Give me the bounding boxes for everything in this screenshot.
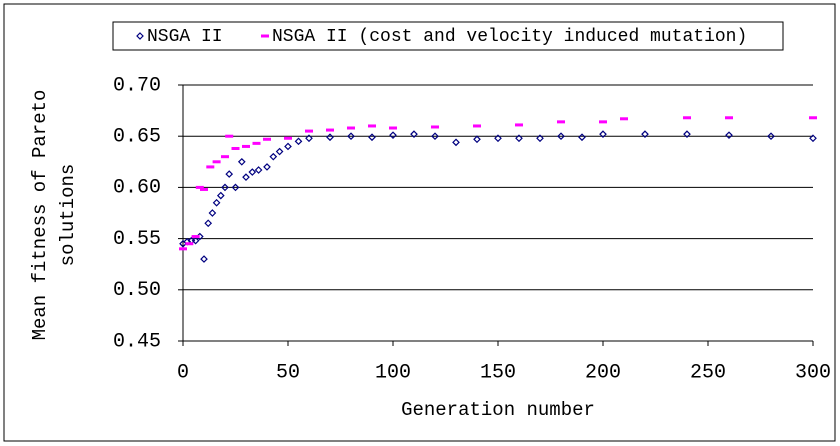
point (200, 187, 208, 191)
point (284, 136, 292, 140)
point (231, 146, 240, 150)
point (179, 247, 187, 251)
y-axis-label: Mean fitness of Pareto (29, 90, 51, 341)
point (683, 130, 691, 139)
point (578, 133, 586, 142)
point (294, 137, 303, 146)
point (263, 163, 271, 171)
point (557, 120, 565, 124)
point (195, 185, 204, 189)
x-tick-label: 100 (375, 361, 411, 384)
point (221, 183, 229, 192)
y-tick-label: 0.60 (113, 177, 161, 200)
y-axis-label: solutions (57, 164, 79, 267)
y-tick-label: 0.70 (113, 74, 161, 97)
point (326, 128, 334, 132)
point (389, 131, 397, 140)
point (620, 117, 628, 121)
point (254, 166, 263, 174)
x-tick-label: 300 (795, 361, 831, 384)
point (231, 183, 240, 192)
point (263, 137, 271, 141)
point (212, 160, 221, 164)
point (536, 134, 544, 143)
point (494, 134, 502, 143)
x-tick-label: 50 (276, 361, 300, 384)
point (473, 124, 481, 128)
point (208, 209, 217, 217)
point (368, 133, 376, 142)
point (347, 132, 355, 141)
point (452, 138, 460, 147)
y-tick-label: 0.45 (113, 330, 161, 353)
point (410, 130, 418, 139)
point (191, 235, 200, 239)
point (473, 135, 481, 144)
point (347, 126, 355, 130)
point (326, 133, 334, 142)
point (212, 198, 221, 207)
legend-label: NSGA II (147, 27, 223, 47)
point (248, 168, 257, 176)
point (809, 116, 817, 120)
point (368, 124, 376, 128)
point (216, 191, 225, 200)
point (431, 132, 439, 141)
point (389, 126, 397, 130)
point (557, 132, 565, 141)
y-tick-label: 0.65 (113, 125, 161, 148)
y-tick-label: 0.50 (113, 279, 161, 302)
point (599, 130, 607, 139)
x-tick-label: 150 (480, 361, 516, 384)
point (242, 144, 250, 148)
legend-box (112, 21, 784, 51)
point (200, 255, 208, 263)
point (305, 134, 313, 143)
point (185, 242, 194, 246)
point (237, 157, 246, 166)
point (305, 129, 313, 133)
point (206, 165, 215, 169)
point (515, 123, 523, 127)
point (725, 131, 733, 140)
point (221, 155, 229, 159)
x-axis-label: Generation number (401, 399, 595, 421)
chart-frame (3, 3, 836, 442)
point (809, 134, 817, 143)
point (515, 134, 523, 143)
point (767, 132, 775, 141)
x-tick-label: 250 (690, 361, 726, 384)
point (225, 134, 234, 138)
x-tick-label: 0 (177, 361, 189, 384)
point (284, 142, 292, 151)
point (275, 147, 284, 156)
point (269, 152, 278, 161)
point (242, 173, 250, 182)
point (204, 219, 213, 228)
point (191, 236, 200, 245)
x-tick-label: 200 (585, 361, 621, 384)
point (599, 120, 607, 124)
y-tick-label: 0.55 (113, 228, 161, 251)
point (225, 170, 234, 178)
point (641, 130, 649, 139)
legend-label: NSGA II (cost and velocity induced mutat… (272, 27, 747, 47)
point (725, 116, 733, 120)
legend-marker (136, 32, 144, 40)
legend-marker (261, 34, 269, 38)
point (431, 125, 439, 129)
point (683, 116, 691, 120)
point (252, 141, 261, 145)
